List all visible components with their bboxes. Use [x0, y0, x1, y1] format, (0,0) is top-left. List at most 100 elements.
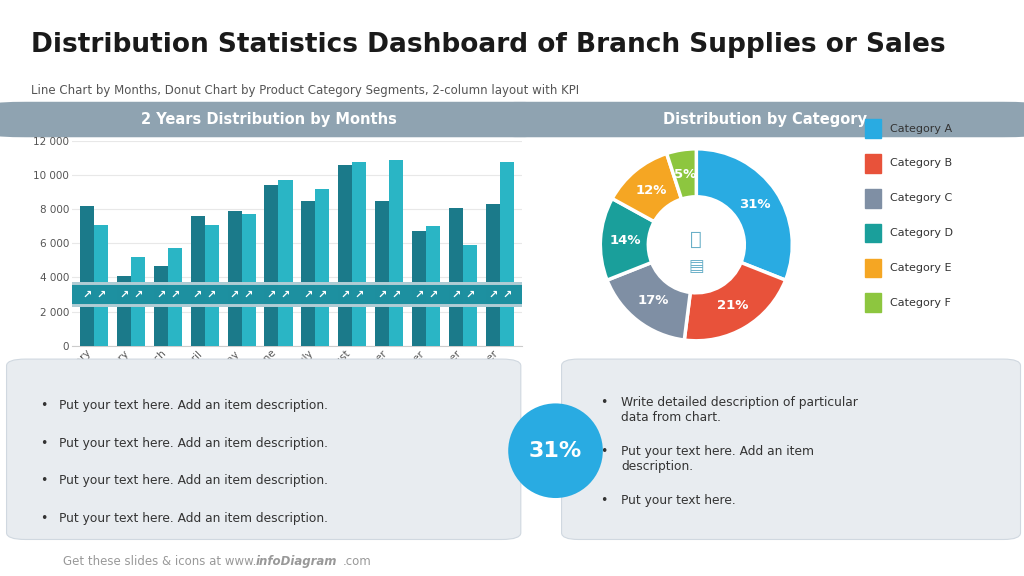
Bar — [168, 248, 181, 346]
Bar — [227, 211, 242, 346]
Text: Category D: Category D — [890, 228, 952, 238]
Text: •: • — [40, 399, 47, 412]
Circle shape — [0, 283, 1024, 305]
Bar — [865, 223, 881, 242]
Text: ↗: ↗ — [82, 290, 91, 300]
Text: 17%: 17% — [637, 294, 669, 308]
Bar — [486, 204, 500, 346]
Text: ↗: ↗ — [267, 290, 276, 300]
Text: ↗: ↗ — [391, 290, 401, 300]
Wedge shape — [612, 153, 682, 222]
Bar — [80, 206, 94, 346]
Bar — [375, 201, 389, 346]
Text: 31%: 31% — [739, 198, 771, 211]
Text: ↗: ↗ — [452, 290, 461, 300]
Text: ↗: ↗ — [429, 290, 438, 300]
Text: 2 Years Distribution by Months: 2 Years Distribution by Months — [141, 112, 396, 127]
Text: Put your text here. Add an item description.: Put your text here. Add an item descript… — [59, 437, 328, 450]
Bar — [205, 225, 219, 346]
Circle shape — [0, 283, 1024, 305]
Bar — [264, 185, 279, 346]
Text: Distribution by Category: Distribution by Category — [664, 112, 867, 127]
Text: ↗: ↗ — [193, 290, 203, 300]
Text: ↗: ↗ — [466, 290, 475, 300]
Bar — [131, 257, 144, 346]
Circle shape — [0, 283, 1024, 305]
Text: ↗: ↗ — [119, 290, 128, 300]
Text: ↗: ↗ — [133, 290, 142, 300]
Text: ↗: ↗ — [244, 290, 253, 300]
Circle shape — [0, 283, 1024, 305]
Circle shape — [0, 283, 1024, 305]
Bar — [242, 214, 256, 346]
Text: 14%: 14% — [609, 234, 641, 247]
Bar — [865, 119, 881, 138]
Text: ↗: ↗ — [229, 290, 240, 300]
FancyBboxPatch shape — [0, 102, 541, 137]
Circle shape — [0, 283, 1024, 305]
Bar — [154, 266, 168, 346]
Bar — [190, 216, 205, 346]
Text: ↗: ↗ — [207, 290, 216, 300]
Text: Category A: Category A — [890, 124, 951, 134]
Circle shape — [0, 283, 1024, 305]
Text: ↗: ↗ — [354, 290, 365, 300]
Text: 31%: 31% — [528, 441, 583, 461]
Text: Put your text here. Add an item description.: Put your text here. Add an item descript… — [59, 512, 328, 525]
Bar — [450, 207, 463, 346]
Wedge shape — [667, 149, 696, 199]
Text: Write detailed description of particular
data from chart.: Write detailed description of particular… — [621, 396, 858, 424]
FancyBboxPatch shape — [561, 359, 1021, 540]
FancyBboxPatch shape — [6, 359, 521, 540]
Bar — [865, 259, 881, 277]
Text: •: • — [40, 512, 47, 525]
Text: Category C: Category C — [890, 193, 952, 203]
Text: Line Chart by Months, Donut Chart by Product Category Segments, 2-column layout : Line Chart by Months, Donut Chart by Pro… — [31, 84, 579, 97]
Circle shape — [0, 283, 1024, 305]
Bar — [463, 245, 477, 346]
Bar — [279, 180, 293, 346]
Text: ↗: ↗ — [156, 290, 165, 300]
Circle shape — [0, 283, 1024, 305]
Text: Put your text here. Add an item description.: Put your text here. Add an item descript… — [59, 475, 328, 487]
Text: ↗: ↗ — [96, 290, 105, 300]
FancyBboxPatch shape — [499, 102, 1024, 137]
Circle shape — [0, 283, 1024, 305]
Text: Category E: Category E — [890, 263, 951, 273]
Ellipse shape — [508, 403, 603, 498]
Text: Category B: Category B — [890, 158, 951, 168]
Wedge shape — [600, 199, 654, 280]
Text: •: • — [600, 494, 607, 507]
Text: Category F: Category F — [890, 298, 950, 308]
Circle shape — [0, 283, 1024, 305]
Circle shape — [0, 283, 1024, 305]
Wedge shape — [696, 149, 793, 280]
Text: Put your text here. Add an item
description.: Put your text here. Add an item descript… — [621, 445, 814, 473]
Circle shape — [0, 283, 1024, 305]
Text: •: • — [600, 445, 607, 458]
Bar — [94, 225, 108, 346]
Wedge shape — [607, 263, 690, 340]
Text: 5%: 5% — [674, 168, 696, 181]
Text: •: • — [40, 437, 47, 450]
Text: Get these slides & icons at www.: Get these slides & icons at www. — [62, 555, 256, 567]
Bar — [389, 160, 403, 346]
Text: Distribution Statistics Dashboard of Branch Supplies or Sales: Distribution Statistics Dashboard of Bra… — [31, 32, 945, 58]
Circle shape — [0, 283, 1024, 305]
Circle shape — [0, 283, 1024, 305]
Text: Put your text here. Add an item description.: Put your text here. Add an item descript… — [59, 399, 328, 412]
Text: ↗: ↗ — [503, 290, 512, 300]
Circle shape — [0, 283, 1024, 305]
Text: •: • — [600, 396, 607, 409]
Bar — [301, 201, 315, 346]
Bar — [338, 165, 352, 346]
Bar — [426, 226, 440, 346]
Circle shape — [0, 283, 1024, 305]
Circle shape — [648, 197, 744, 293]
Text: ↗: ↗ — [317, 290, 327, 300]
Circle shape — [0, 283, 1024, 305]
Text: 🛍: 🛍 — [690, 230, 702, 248]
Text: ↗: ↗ — [488, 290, 498, 300]
Text: ↗: ↗ — [170, 290, 179, 300]
Text: infoDiagram: infoDiagram — [256, 555, 338, 567]
